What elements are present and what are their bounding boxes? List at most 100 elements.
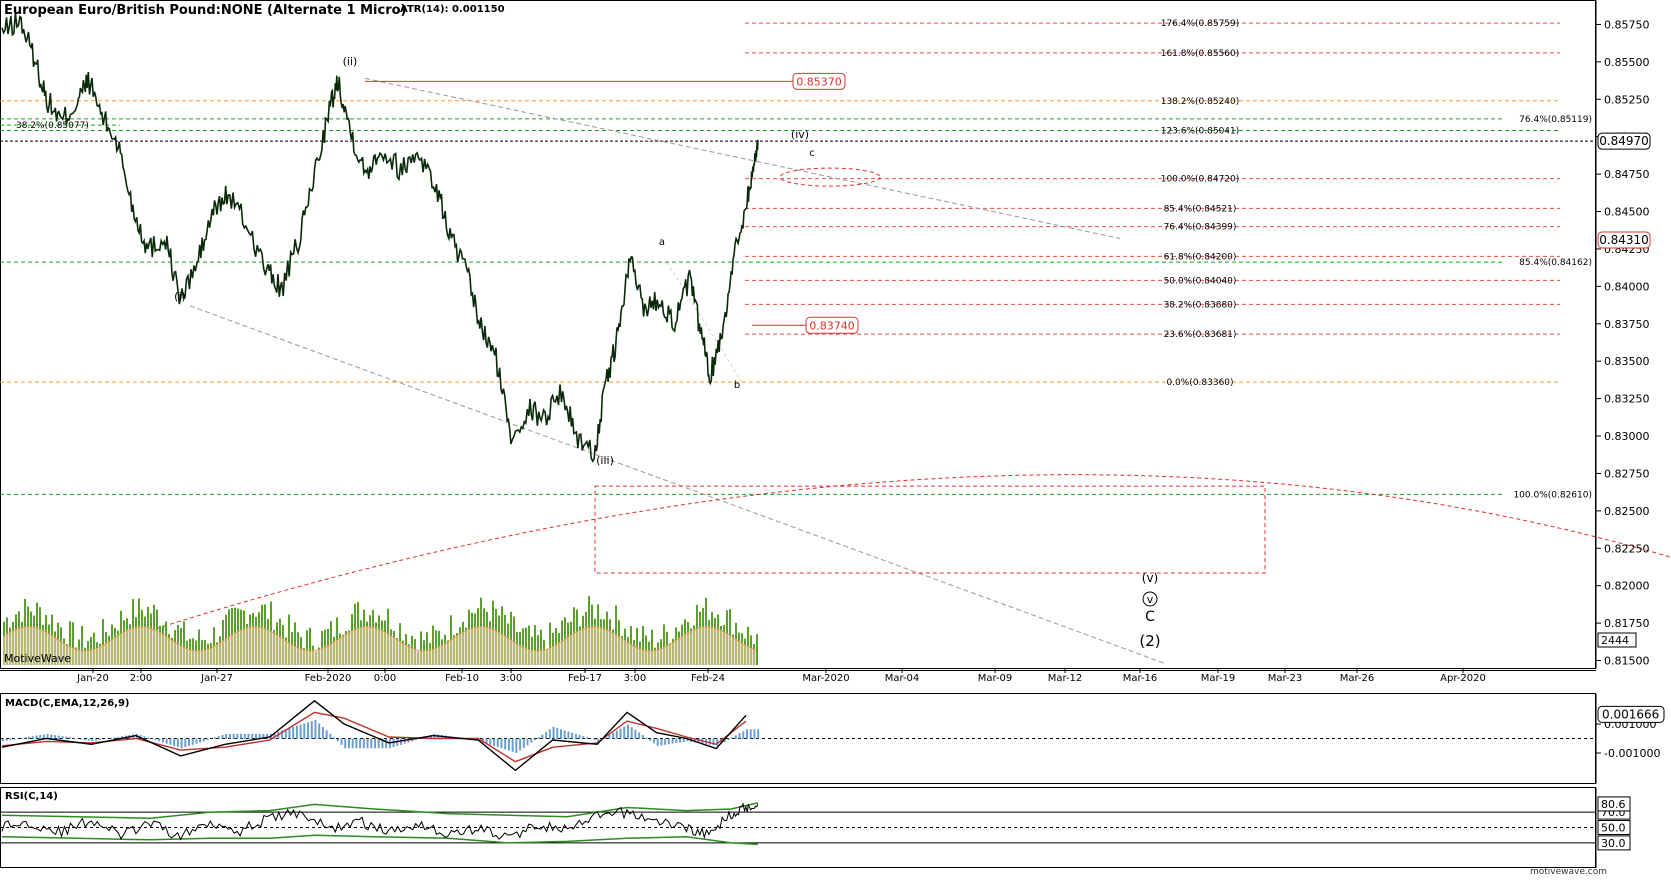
macd-histogram-bar	[586, 737, 589, 739]
macd-histogram-bar	[418, 738, 421, 739]
macd-histogram-bar	[414, 738, 417, 741]
macd-histogram-bar	[433, 733, 436, 739]
macd-histogram-bar	[188, 738, 190, 746]
macd-histogram-bar	[630, 727, 633, 739]
rsi-current-badge	[1597, 796, 1631, 812]
macd-histogram-bar	[206, 738, 209, 741]
macd-histogram-bar	[589, 738, 592, 739]
rsi-line	[1, 802, 759, 841]
macd-histogram-bar	[106, 738, 109, 739]
macd-histogram-bar	[686, 738, 689, 742]
time-label-10: Mar-2020	[802, 673, 849, 684]
time-label-18: Apr-2020	[1440, 673, 1486, 684]
macd-histogram-bar	[210, 738, 213, 739]
footer-brand: motivewave.com	[1530, 867, 1607, 876]
fib-label-10: 50.0%(0.84040)	[1164, 276, 1237, 286]
macd-histogram-bar	[664, 738, 667, 745]
macd-histogram-bar	[273, 732, 276, 739]
macd-histogram-bar	[567, 731, 570, 739]
volume-bar	[528, 625, 530, 665]
price-badge-0	[1597, 132, 1651, 150]
wave-label-5: b	[734, 380, 740, 391]
macd-histogram-bar	[400, 738, 403, 745]
wave-label-9: C	[1145, 609, 1155, 625]
price-box-label-0: 0.85370	[796, 75, 842, 88]
volume-bar	[432, 625, 434, 665]
macd-histogram-bar	[228, 733, 231, 739]
macd-histogram-bar	[80, 738, 83, 740]
rsi-tick-label-2: 30.0	[1601, 837, 1626, 850]
macd-histogram-bar	[2, 738, 4, 742]
fib-label-9: 85.4%(0.84162)	[1519, 258, 1592, 268]
macd-current-badge	[1597, 705, 1665, 723]
volume-bar	[651, 629, 653, 665]
macd-histogram-bar	[184, 738, 187, 748]
wave-labels: (i) (ii) (iii) (iv) a b c (v) vC (2)	[174, 55, 1160, 650]
macd-histogram-bar	[731, 737, 734, 739]
macd-histogram-bar	[623, 726, 626, 739]
volume-bars	[2, 596, 758, 665]
macd-histogram-bar	[42, 734, 45, 739]
volume-bar	[663, 624, 665, 665]
time-label-5: Feb-10	[445, 673, 479, 684]
macd-histogram-bar	[225, 733, 228, 739]
macd-histogram-bar	[214, 737, 217, 739]
macd-histogram-bar	[68, 737, 71, 739]
wave-label-0: (i)	[174, 290, 186, 303]
macd-histogram-bar	[656, 738, 659, 746]
macd-histogram-bar	[407, 738, 410, 743]
fib-label-14: 100.0%(0.82610)	[1513, 490, 1592, 500]
time-label-8: 3:00	[624, 673, 646, 684]
wave-label-7: (v)	[1142, 571, 1158, 585]
macd-histogram-bar	[649, 738, 652, 741]
macd-histogram-bar	[515, 738, 518, 753]
macd-histogram-bar	[533, 738, 536, 741]
fib-label-12: 23.6%(0.83681)	[1164, 330, 1237, 340]
macd-histogram-bar	[560, 729, 562, 739]
price-tick-label-15: 0.82000	[1604, 580, 1650, 593]
macd-histogram-bar	[489, 738, 492, 745]
volume-bar	[288, 614, 290, 665]
trendline-upper	[364, 77, 1121, 239]
rsi-current-label: 80.6	[1601, 798, 1626, 811]
fib-levels: 176.4%(0.85759) 161.8%(0.85560) 138.2%(0.8…	[0, 19, 1596, 500]
volume-bar	[525, 627, 527, 665]
price-axis: 0.857500.855000.852500.850000.847500.845…	[1595, 0, 1651, 669]
volume-bar	[549, 622, 551, 665]
volume-bar	[321, 630, 323, 665]
time-label-14: Mar-16	[1123, 673, 1158, 684]
volume-bar	[183, 621, 185, 665]
price-line	[1, 12, 759, 463]
macd-histogram-bar	[504, 738, 507, 750]
macd-histogram-bar	[697, 738, 700, 744]
macd-histogram-bar	[72, 737, 75, 739]
time-label-0: Jan-20	[76, 673, 109, 684]
target-zone	[149, 474, 1671, 632]
macd-histogram-bar	[385, 738, 388, 749]
macd-histogram-bar	[374, 738, 376, 749]
macd-histogram-bar	[121, 736, 124, 739]
price-tick-label-5: 0.84500	[1604, 206, 1650, 219]
macd-histogram-bar	[76, 738, 79, 739]
wave-circle	[1142, 591, 1158, 607]
macd-histogram-bar	[738, 733, 741, 739]
macd-histogram-bar	[351, 738, 354, 749]
macd-histogram-bar	[377, 738, 380, 749]
macd-histogram-bar	[541, 734, 544, 739]
fib-label-3: 76.4%(0.85119)	[1519, 115, 1592, 125]
macd-histogram-bar	[411, 738, 414, 742]
macd-histogram-bar	[262, 733, 265, 739]
macd-histogram-bar	[522, 738, 525, 748]
macd-histogram-bar	[355, 738, 358, 749]
macd-histogram-bar	[667, 738, 670, 745]
price-box-0	[792, 72, 846, 90]
macd-histogram-bar	[91, 738, 94, 742]
volume-bar	[81, 625, 83, 665]
volume-bar	[72, 622, 74, 665]
time-label-11: Mar-04	[885, 673, 920, 684]
time-label-1: 2:00	[130, 673, 152, 684]
macd-histogram-bar	[604, 736, 607, 739]
macd-histogram-bar	[381, 738, 384, 749]
macd-histogram-bar	[746, 729, 748, 739]
macd-histogram-bar	[708, 738, 711, 745]
